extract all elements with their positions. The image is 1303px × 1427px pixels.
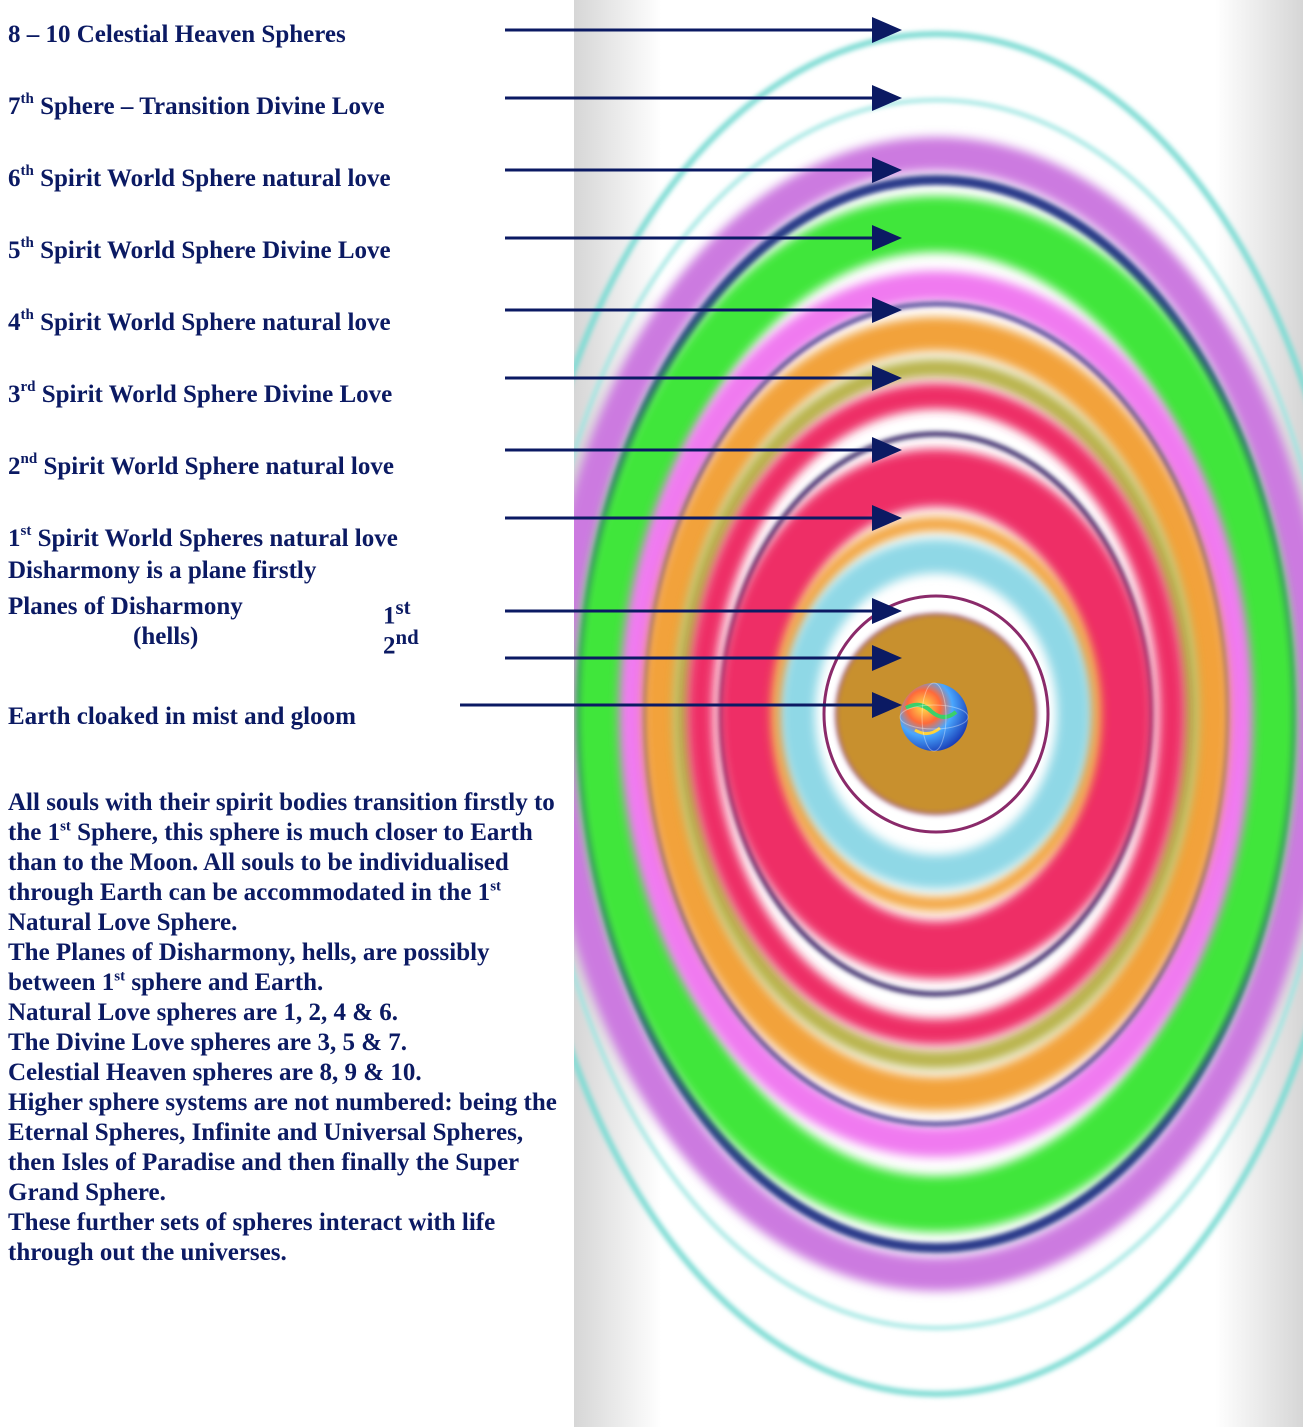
para-line-4: The Divine Love spheres are 3, 5 & 7. [8,1029,408,1056]
earth-globe-icon [899,682,969,752]
olive-band [673,359,1199,1069]
planes-title: Planes of Disharmony [8,593,243,620]
plane-2-ordinal: 2nd [383,625,419,660]
label-celestial-spheres: 8 – 10 Celestial Heaven Spheres [8,21,346,48]
para-line-6: Higher sphere systems are not numbered: … [8,1089,557,1206]
explanation-paragraph: All souls with their spirit bodies trans… [8,788,568,1268]
label-sphere-3: 3rd Spirit World Sphere Divine Love [8,378,393,408]
label-sphere-7: 7th Sphere – Transition Divine Love [8,90,385,120]
label-sphere-6: 6th Spirit World Sphere natural love [8,162,391,192]
para-line-7: These further sets of spheres interact w… [8,1209,496,1266]
label-sphere-1: 1st Spirit World Spheres natural love [8,522,398,552]
planes-of-disharmony: Planes of Disharmony 1st (hells) 2nd [8,592,419,659]
label-disharmony-note: Disharmony is a plane firstly [8,557,317,584]
para-line-1: All souls with their spirit bodies trans… [8,789,555,936]
orange-band [643,317,1229,1111]
pink-band [619,271,1253,1157]
para-line-3: Natural Love spheres are 1, 2, 4 & 6. [8,999,399,1026]
spheres-diagram [574,0,1303,1427]
label-sphere-5: 5th Spirit World Sphere Divine Love [8,234,391,264]
label-sphere-4: 4th Spirit World Sphere natural love [8,306,391,336]
violet-band [574,137,1303,1291]
crimson-band-outer [687,383,1185,1045]
plane-1-ordinal: 1st [383,595,411,630]
green-band [576,196,1296,1232]
label-earth: Earth cloaked in mist and gloom [8,703,356,730]
para-line-2: The Planes of Disharmony, hells, are pos… [8,939,490,996]
orange-band-inner [771,517,1101,911]
outer-teal-ring [574,31,1303,1397]
celestial-ring [574,98,1303,1330]
label-sphere-2: 2nd Spirit World Sphere natural love [8,450,394,480]
skyblue-band [781,539,1091,889]
para-line-5: Celestial Heaven spheres are 8, 9 & 10. [8,1059,422,1086]
disharmony-plane-1 [822,594,1050,834]
crimson-band-inner [719,449,1153,979]
planes-subtitle: (hells) [133,623,199,650]
